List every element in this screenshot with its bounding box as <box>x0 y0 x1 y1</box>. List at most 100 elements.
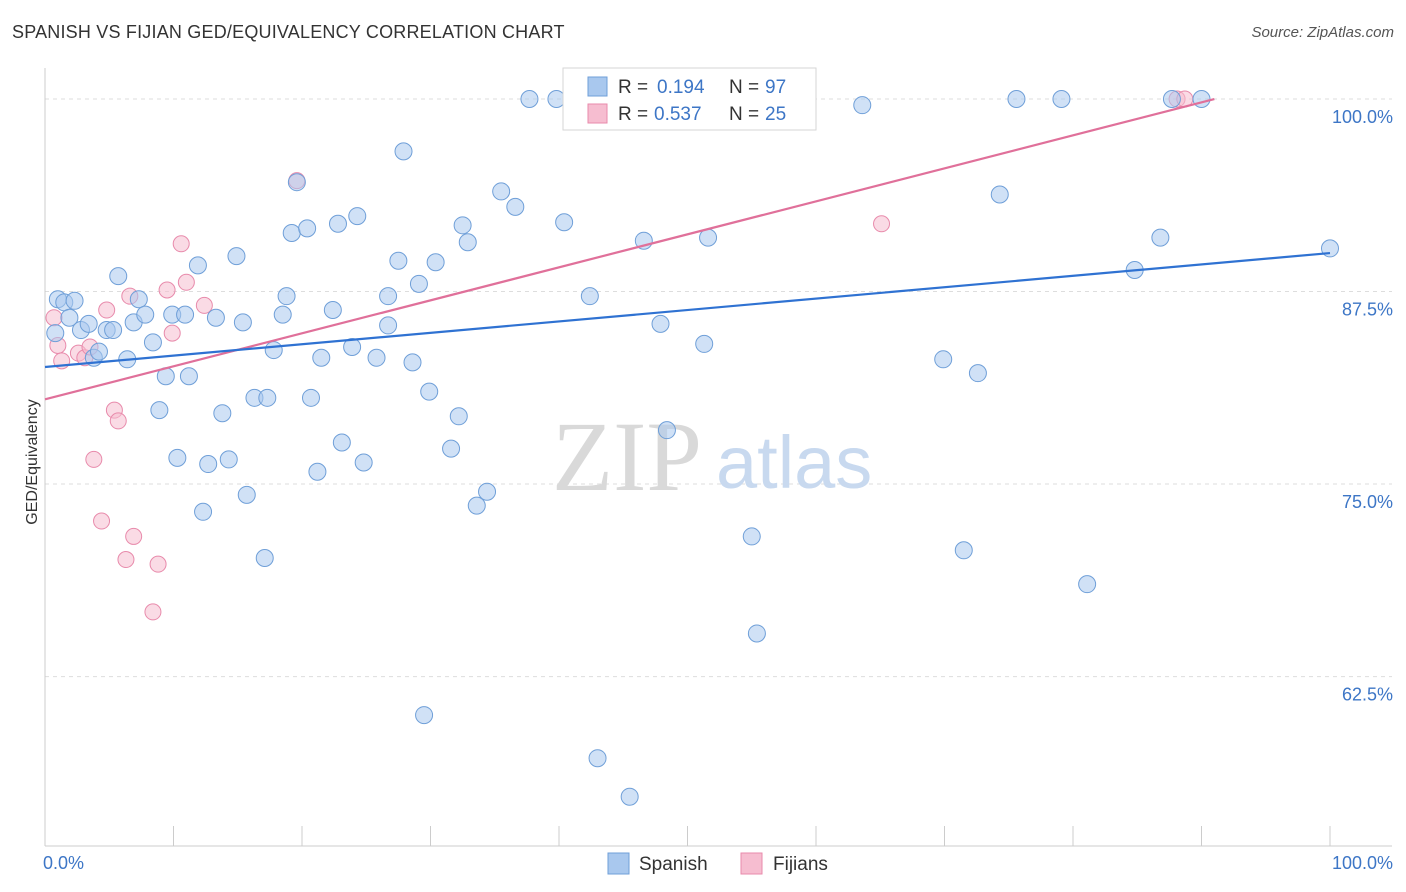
spanish-point-56 <box>409 274 428 293</box>
spanish-point-33 <box>255 548 274 567</box>
gridlines <box>45 98 1392 678</box>
spanish-point-4 <box>65 291 84 310</box>
spanish-point-85 <box>954 541 973 560</box>
fijians-n-label: N = <box>729 104 759 125</box>
spanish-point-48 <box>348 207 367 226</box>
spanish-point-71 <box>580 287 599 306</box>
spanish-point-17 <box>150 401 169 420</box>
spanish-point-42 <box>308 462 327 481</box>
x-tick-labels: 0.0% 100.0% <box>43 853 1393 873</box>
spanish-n-label: N = <box>729 77 759 98</box>
spanish-point-46 <box>332 433 351 452</box>
fijians-point-13 <box>125 527 143 545</box>
spanish-point-22 <box>179 367 198 386</box>
spanish-point-70 <box>555 213 574 232</box>
fijians-swatch <box>587 103 608 124</box>
fijians-point-18 <box>172 235 190 253</box>
legend-label-fijians: Fijians <box>773 854 828 875</box>
fijians-point-22 <box>873 215 891 233</box>
spanish-point-50 <box>367 348 386 367</box>
spanish-n-value: 97 <box>765 77 786 98</box>
spanish-point-31 <box>237 485 256 504</box>
spanish-r-label: R = <box>618 77 648 98</box>
spanish-point-10 <box>104 321 123 340</box>
legend-swatch-fijians <box>740 852 763 875</box>
spanish-point-86 <box>968 364 987 383</box>
spanish-point-89 <box>1052 90 1071 109</box>
spanish-point-76 <box>657 421 676 440</box>
spanish-point-66 <box>492 182 511 201</box>
fijians-point-20 <box>195 296 213 314</box>
x-tick-label-1: 100.0% <box>1332 853 1393 873</box>
fijians-point-8 <box>98 301 116 319</box>
y-axis-title: GED/Equivalency <box>24 399 41 524</box>
spanish-trend-line <box>44 251 1331 369</box>
spanish-point-77 <box>695 334 714 353</box>
spanish-point-68 <box>520 90 539 109</box>
spanish-point-93 <box>1162 90 1181 109</box>
fijians-point-7 <box>93 512 111 530</box>
spanish-point-34 <box>258 388 277 407</box>
fijians-point-16 <box>158 281 176 299</box>
spanish-point-14 <box>129 290 148 309</box>
spanish-point-24 <box>194 502 213 521</box>
spanish-point-58 <box>420 382 439 401</box>
y-tick-label-2: 87.5% <box>1342 300 1393 320</box>
spanish-point-44 <box>323 301 342 320</box>
spanish-point-51 <box>379 316 398 335</box>
spanish-point-8 <box>89 342 108 361</box>
legend-label-spanish: Spanish <box>639 854 708 875</box>
legend-swatch-spanish <box>607 852 630 875</box>
spanish-point-80 <box>742 527 761 546</box>
watermark: ZIP atlas <box>552 401 872 512</box>
spanish-r-value: 0.194 <box>657 77 705 98</box>
spanish-point-52 <box>379 287 398 306</box>
spanish-point-0 <box>46 324 65 343</box>
spanish-points <box>46 90 1339 806</box>
spanish-point-3 <box>60 308 79 327</box>
spanish-point-15 <box>136 305 155 324</box>
fijians-point-14 <box>144 603 162 621</box>
spanish-point-65 <box>478 482 497 501</box>
fijians-point-6 <box>85 450 103 468</box>
spanish-point-49 <box>354 453 373 472</box>
spanish-point-92 <box>1151 228 1170 247</box>
spanish-point-67 <box>506 197 525 216</box>
spanish-point-88 <box>1007 90 1026 109</box>
spanish-point-20 <box>168 448 187 467</box>
y-tick-labels: 62.5% 75.0% 87.5% 100.0% <box>1332 107 1393 705</box>
spanish-point-87 <box>990 185 1009 204</box>
spanish-point-11 <box>109 267 128 286</box>
spanish-point-28 <box>219 450 238 469</box>
spanish-swatch <box>587 76 608 97</box>
spanish-point-63 <box>458 233 477 252</box>
spanish-point-57 <box>415 706 434 725</box>
spanish-point-90 <box>1078 575 1097 594</box>
spanish-point-53 <box>389 251 408 270</box>
spanish-point-37 <box>277 287 296 306</box>
spanish-point-30 <box>233 313 252 332</box>
fijians-trend-line <box>44 97 1215 401</box>
spanish-point-27 <box>213 404 232 423</box>
stats-legend: R = 0.194 N = 97 R = 0.537 N = 25 <box>562 67 817 131</box>
spanish-point-21 <box>176 305 195 324</box>
spanish-point-40 <box>298 219 317 238</box>
spanish-point-38 <box>282 224 301 243</box>
spanish-point-29 <box>227 247 246 266</box>
source-label: Source: ZipAtlas.com <box>1251 24 1394 41</box>
spanish-point-83 <box>853 96 872 115</box>
spanish-point-35 <box>264 341 283 360</box>
fijians-point-17 <box>163 324 181 342</box>
spanish-point-55 <box>403 353 422 372</box>
x-tick-label-0: 0.0% <box>43 853 84 873</box>
fijians-point-10 <box>109 412 127 430</box>
spanish-point-16 <box>143 333 162 352</box>
spanish-point-62 <box>453 216 472 235</box>
spanish-point-72 <box>588 749 607 768</box>
y-tick-label-1: 75.0% <box>1342 492 1393 512</box>
spanish-point-47 <box>343 337 362 356</box>
fijians-point-0 <box>45 309 63 327</box>
spanish-point-81 <box>747 624 766 643</box>
fijians-r-value: 0.537 <box>654 104 702 125</box>
